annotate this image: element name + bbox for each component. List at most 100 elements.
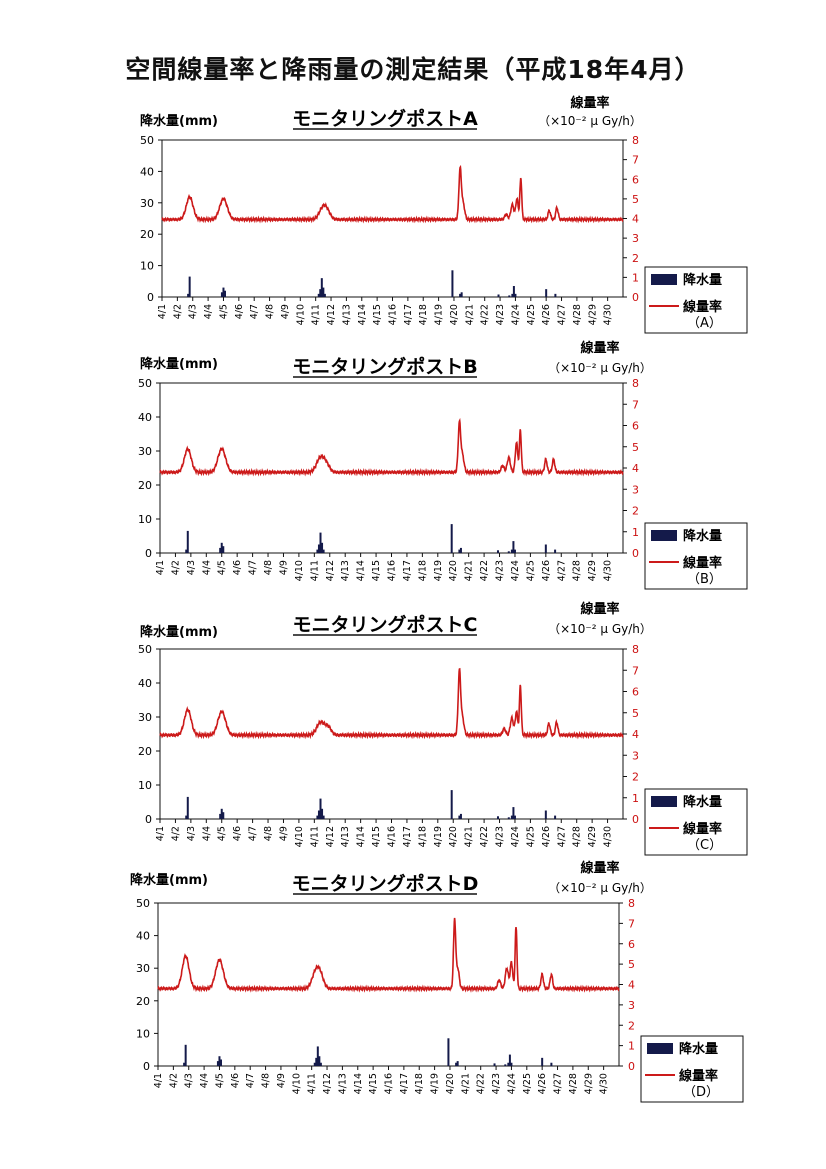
right-tick-label: 6 [632, 686, 639, 699]
legend-bar-swatch [651, 530, 677, 541]
x-tick-label: 4/6 [232, 826, 243, 841]
precipitation-bar [216, 1061, 219, 1066]
x-tick-label: 4/26 [541, 304, 552, 325]
x-tick-label: 4/4 [199, 1073, 210, 1088]
precipitation-bar [545, 289, 548, 297]
x-tick-label: 4/14 [356, 560, 367, 581]
precipitation-bar [496, 550, 499, 553]
right-tick-label: 8 [628, 897, 635, 910]
x-tick-label: 4/15 [368, 1073, 379, 1094]
x-tick-label: 4/20 [448, 826, 459, 847]
x-tick-label: 4/16 [387, 826, 398, 847]
x-tick-label: 4/28 [572, 826, 583, 847]
precipitation-bar [455, 1062, 458, 1066]
left-tick-label: 40 [138, 411, 152, 424]
x-tick-label: 4/24 [506, 1073, 517, 1094]
left-tick-label: 20 [138, 479, 152, 492]
right-tick-label: 6 [632, 420, 639, 433]
x-tick-label: 4/3 [186, 560, 197, 575]
legend-line-label: 線量率 [679, 1068, 718, 1084]
precipitation-bar [321, 808, 324, 819]
x-tick-label: 4/26 [537, 1073, 548, 1094]
x-tick-label: 4/6 [232, 560, 243, 575]
precipitation-bar [504, 1064, 507, 1066]
x-tick-label: 4/4 [201, 826, 212, 841]
precipitation-bar [507, 1062, 510, 1066]
left-tick-label: 10 [136, 1027, 150, 1040]
precipitation-bar [317, 544, 320, 553]
precipitation-bar [450, 524, 453, 553]
chart-title: モニタリングポストC [293, 613, 478, 636]
precipitation-bar [497, 294, 500, 297]
x-tick-label: 4/9 [278, 826, 289, 841]
precipitation-bar [508, 1054, 511, 1066]
precipitation-bar [512, 286, 515, 297]
precipitation-bar [222, 287, 225, 297]
right-tick-label: 5 [628, 958, 635, 971]
right-tick-label: 4 [628, 979, 635, 992]
x-tick-label: 4/8 [263, 826, 274, 841]
left-axis-label: 降水量(mm) [140, 113, 218, 129]
left-tick-label: 0 [143, 1060, 150, 1073]
right-tick-label: 2 [632, 252, 639, 265]
right-axis-unit: （×10⁻² μ Gy/h） [548, 881, 652, 895]
x-tick-label: 4/2 [172, 304, 183, 319]
right-axis-label: 線量率 [580, 340, 619, 356]
right-tick-label: 7 [632, 398, 639, 411]
precipitation-bar [507, 551, 510, 553]
precipitation-bar [507, 817, 510, 819]
x-tick-label: 4/22 [479, 826, 490, 847]
left-tick-label: 0 [145, 547, 152, 560]
x-tick-label: 4/5 [214, 1073, 225, 1088]
x-tick-label: 4/9 [278, 560, 289, 575]
x-tick-label: 4/1 [153, 1073, 164, 1088]
left-tick-label: 40 [140, 165, 154, 178]
x-tick-label: 4/3 [186, 826, 197, 841]
precipitation-bar [322, 549, 325, 553]
precipitation-bar [508, 295, 511, 297]
precipitation-bar [183, 1062, 186, 1066]
precipitation-bar [554, 815, 557, 819]
x-tick-label: 4/12 [325, 560, 336, 581]
precipitation-bar [458, 815, 461, 819]
right-tick-label: 3 [632, 232, 639, 245]
x-tick-label: 4/27 [557, 304, 568, 325]
x-tick-label: 4/23 [495, 826, 506, 847]
x-tick-label: 4/29 [587, 826, 598, 847]
x-tick-label: 4/29 [587, 560, 598, 581]
x-tick-label: 4/16 [384, 1073, 395, 1094]
x-tick-label: 4/9 [276, 1073, 287, 1088]
precipitation-bar [317, 810, 320, 819]
x-tick-label: 4/13 [341, 304, 352, 325]
x-tick-label: 4/10 [295, 304, 306, 325]
dose-rate-line [159, 667, 624, 740]
legend-line-sublabel: （D） [683, 1085, 719, 1100]
precipitation-bar [550, 1062, 553, 1066]
x-tick-label: 4/21 [464, 560, 475, 581]
precipitation-bar [544, 810, 547, 819]
x-tick-label: 4/3 [184, 1073, 195, 1088]
x-tick-label: 4/20 [449, 304, 460, 325]
x-tick-label: 4/7 [249, 304, 260, 319]
x-tick-label: 4/14 [357, 304, 368, 325]
right-tick-label: 3 [632, 749, 639, 762]
precipitation-bar [316, 815, 319, 819]
right-axis-label: 線量率 [580, 860, 619, 876]
x-tick-label: 4/3 [188, 304, 199, 319]
chart-title: モニタリングポストD [292, 872, 479, 895]
x-tick-label: 4/5 [217, 826, 228, 841]
precipitation-bar [451, 270, 454, 297]
x-tick-label: 4/11 [307, 1073, 318, 1094]
x-tick-label: 4/28 [572, 304, 583, 325]
precipitation-bar [220, 808, 223, 819]
right-tick-label: 2 [632, 771, 639, 784]
x-tick-label: 4/7 [248, 560, 259, 575]
precipitation-bar [514, 293, 517, 297]
precipitation-bar [512, 541, 515, 553]
x-tick-label: 4/30 [603, 826, 614, 847]
x-tick-label: 4/29 [583, 1073, 594, 1094]
left-axis-label: 降水量(mm) [140, 624, 218, 640]
legend-line-label: 線量率 [683, 555, 722, 571]
dose-rate-line [159, 417, 624, 477]
